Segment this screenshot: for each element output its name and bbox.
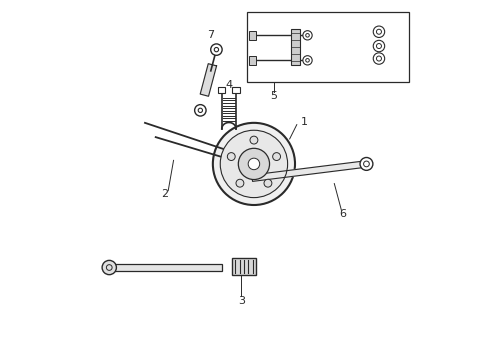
Text: 2: 2 bbox=[161, 189, 168, 199]
Circle shape bbox=[373, 40, 385, 52]
Polygon shape bbox=[252, 161, 367, 181]
Circle shape bbox=[264, 179, 272, 187]
Text: 4: 4 bbox=[225, 80, 232, 90]
Circle shape bbox=[248, 158, 260, 170]
Circle shape bbox=[303, 31, 312, 40]
Polygon shape bbox=[200, 64, 217, 96]
Bar bbox=[247, 12, 409, 82]
Circle shape bbox=[213, 123, 295, 205]
Circle shape bbox=[236, 179, 244, 187]
Circle shape bbox=[195, 105, 206, 116]
Circle shape bbox=[373, 26, 385, 37]
Circle shape bbox=[250, 136, 258, 144]
Bar bbox=[232, 87, 240, 93]
Circle shape bbox=[102, 260, 117, 275]
Bar bbox=[248, 56, 256, 64]
Circle shape bbox=[303, 56, 312, 65]
Bar bbox=[232, 258, 256, 275]
Circle shape bbox=[220, 130, 288, 198]
Text: 1: 1 bbox=[300, 117, 307, 127]
Circle shape bbox=[360, 157, 373, 170]
Bar bbox=[292, 29, 300, 65]
Circle shape bbox=[211, 44, 222, 55]
Text: 7: 7 bbox=[207, 30, 215, 40]
Bar bbox=[248, 31, 256, 40]
Text: 5: 5 bbox=[270, 91, 277, 101]
Circle shape bbox=[272, 153, 280, 161]
Circle shape bbox=[373, 53, 385, 64]
Bar bbox=[109, 264, 222, 271]
Circle shape bbox=[227, 153, 235, 161]
Text: 3: 3 bbox=[238, 296, 245, 306]
Circle shape bbox=[238, 148, 270, 180]
Bar bbox=[218, 87, 225, 93]
Text: 6: 6 bbox=[340, 209, 347, 219]
